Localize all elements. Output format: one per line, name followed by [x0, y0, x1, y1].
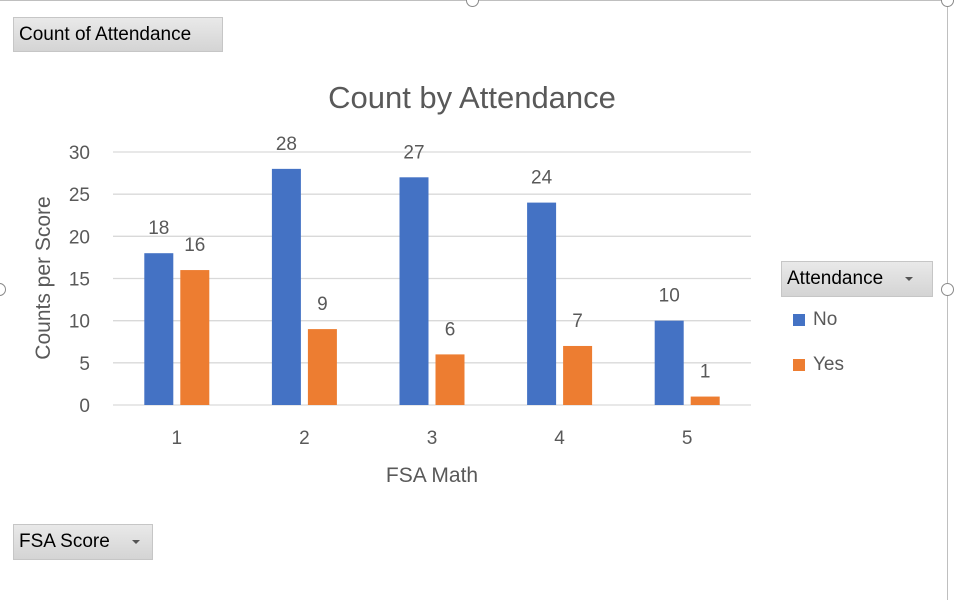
data-label: 7	[572, 311, 583, 332]
bar-no-5[interactable]	[654, 320, 684, 405]
y-tick-label: 25	[69, 185, 90, 206]
legend-field-button[interactable]: Attendance	[781, 261, 933, 297]
bar-yes-4[interactable]	[563, 345, 593, 405]
y-tick-label: 10	[69, 312, 90, 333]
x-tick-label: 4	[554, 428, 565, 449]
x-tick-label: 3	[427, 428, 438, 449]
x-tick-label: 5	[682, 428, 693, 449]
legend-field-label: Attendance	[787, 268, 884, 289]
values-field-button[interactable]: Count of Attendance	[13, 17, 223, 52]
legend-label-yes: Yes	[813, 354, 844, 375]
axis-field-label: FSA Score	[19, 531, 110, 552]
y-tick-label: 5	[79, 354, 90, 375]
chevron-down-icon	[905, 277, 914, 281]
axis-field-button[interactable]: FSA Score	[13, 524, 153, 560]
data-label: 16	[184, 235, 205, 256]
chart-title: Count by Attendance	[328, 80, 616, 115]
data-label: 9	[317, 294, 328, 315]
resize-handle-right-icon[interactable]	[941, 283, 954, 296]
legend-item-yes: Yes	[793, 354, 844, 376]
data-label: 18	[148, 218, 169, 239]
y-axis-label: Counts per Score	[32, 196, 55, 359]
bar-no-3[interactable]	[399, 177, 429, 405]
values-field-label: Count of Attendance	[19, 23, 192, 45]
data-label: 24	[531, 168, 553, 189]
legend-item-no: No	[793, 309, 837, 331]
data-label: 10	[659, 286, 680, 307]
legend-swatch-yes	[793, 359, 805, 371]
bar-yes-5[interactable]	[690, 396, 720, 405]
data-label: 27	[403, 142, 424, 163]
bar-yes-3[interactable]	[435, 354, 465, 405]
y-tick-label: 0	[79, 396, 90, 417]
x-axis-label: FSA Math	[386, 464, 478, 487]
y-tick-label: 15	[69, 270, 90, 291]
bar-yes-2[interactable]	[307, 329, 337, 405]
bar-no-2[interactable]	[271, 168, 301, 405]
x-tick-label: 2	[299, 428, 310, 449]
y-tick-label: 30	[69, 143, 90, 164]
y-tick-label: 20	[69, 227, 90, 248]
chevron-down-icon	[131, 540, 140, 544]
data-label: 1	[700, 362, 711, 383]
bar-no-1[interactable]	[144, 253, 174, 405]
legend-label-no: No	[813, 309, 838, 330]
data-label: 28	[276, 134, 297, 155]
legend-swatch-no	[793, 314, 805, 326]
bar-yes-1[interactable]	[180, 270, 210, 405]
data-label: 6	[445, 319, 456, 340]
bar-no-4[interactable]	[527, 202, 557, 405]
x-tick-label: 1	[172, 428, 183, 449]
